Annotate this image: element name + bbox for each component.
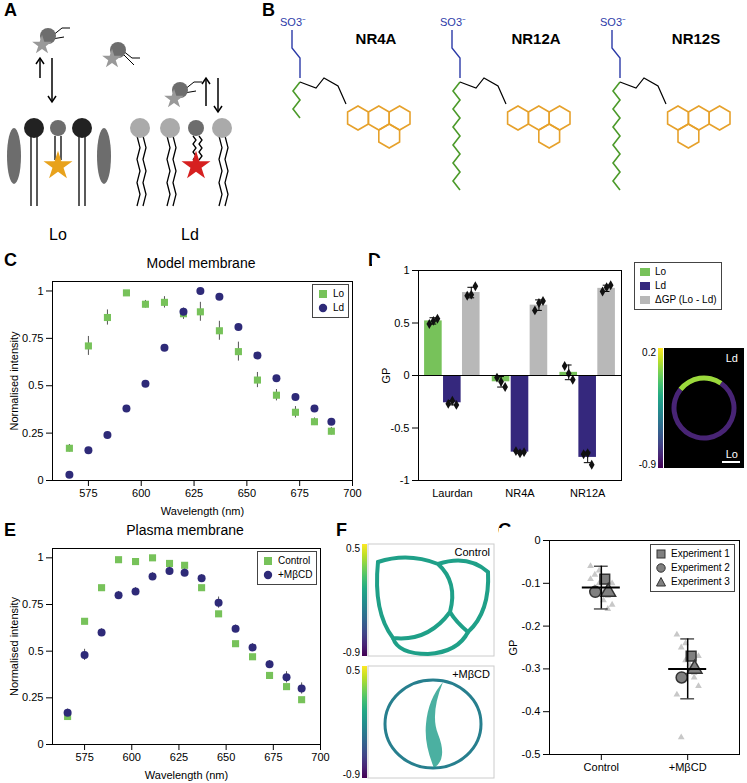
svg-text:0: 0 xyxy=(534,534,540,546)
svg-text:+MβCD: +MβCD xyxy=(669,761,707,773)
html-text:Plasma membrane: Plasma membrane xyxy=(126,522,244,538)
svg-text:0.5: 0.5 xyxy=(346,665,360,676)
svg-text:-1: -1 xyxy=(400,474,410,486)
svg-text:625: 625 xyxy=(185,487,203,499)
svg-text:-0.3: -0.3 xyxy=(522,662,541,674)
svg-text:NR12S: NR12S xyxy=(672,30,720,47)
svg-text:-0.4: -0.4 xyxy=(522,705,541,717)
html-text:Experiment 2: Experiment 2 xyxy=(671,562,730,573)
svg-text:GP: GP xyxy=(380,368,392,384)
svg-text:Control: Control xyxy=(455,546,490,558)
html-text:A: A xyxy=(4,0,17,20)
html-text:D: D xyxy=(368,250,381,270)
svg-text:650: 650 xyxy=(238,487,256,499)
svg-text:NR12A: NR12A xyxy=(570,487,606,499)
svg-text:NR12A: NR12A xyxy=(511,30,560,47)
svg-text:-0.9: -0.9 xyxy=(343,647,361,658)
html-text:Ld: Ld xyxy=(333,302,345,313)
svg-text:Lo: Lo xyxy=(49,226,67,243)
svg-text:Normalised intensity: Normalised intensity xyxy=(8,331,20,431)
svg-text:0.5: 0.5 xyxy=(394,317,409,329)
html-text:Lo: Lo xyxy=(655,266,667,277)
svg-text:GP: GP xyxy=(507,640,519,656)
svg-text:700: 700 xyxy=(311,751,329,763)
html-text:Experiment 1: Experiment 1 xyxy=(671,548,730,559)
svg-text:Laurdan: Laurdan xyxy=(432,487,472,499)
svg-text:650: 650 xyxy=(217,751,235,763)
svg-text:-0.2: -0.2 xyxy=(522,620,541,632)
svg-text:Wavelength (nm): Wavelength (nm) xyxy=(161,505,244,517)
svg-text:Control: Control xyxy=(584,761,619,773)
svg-text:SO3⁻: SO3⁻ xyxy=(280,16,306,28)
svg-text:575: 575 xyxy=(75,751,93,763)
html-text:B: B xyxy=(262,0,275,20)
svg-text:1: 1 xyxy=(37,284,43,296)
html-text:+MβCD: +MβCD xyxy=(278,569,313,580)
svg-text:675: 675 xyxy=(264,751,282,763)
svg-text:575: 575 xyxy=(79,487,97,499)
svg-text:600: 600 xyxy=(123,751,141,763)
svg-text:0.5: 0.5 xyxy=(28,379,43,391)
svg-text:-0.5: -0.5 xyxy=(391,422,410,434)
svg-text:+MβCD: +MβCD xyxy=(452,668,490,680)
html-text:ΔGP (Lo - Ld): ΔGP (Lo - Ld) xyxy=(655,294,717,305)
svg-text:0: 0 xyxy=(37,474,43,486)
html-text:G: G xyxy=(498,520,512,540)
svg-text:0.75: 0.75 xyxy=(22,332,43,344)
html-text:E: E xyxy=(4,520,16,540)
svg-text:0.5: 0.5 xyxy=(28,645,43,657)
svg-text:700: 700 xyxy=(343,487,361,499)
html-text:Control: Control xyxy=(278,555,311,566)
svg-text:-0.9: -0.9 xyxy=(343,769,361,780)
html-text:Ld: Ld xyxy=(655,280,667,291)
svg-text:1: 1 xyxy=(37,551,43,563)
svg-text:Ld: Ld xyxy=(181,226,199,243)
svg-text:0.2: 0.2 xyxy=(642,347,656,358)
svg-text:675: 675 xyxy=(291,487,309,499)
html-text:Model membrane: Model membrane xyxy=(146,255,256,271)
svg-text:-0.9: -0.9 xyxy=(639,459,657,470)
svg-text:SO3⁻: SO3⁻ xyxy=(440,16,466,28)
svg-text:0: 0 xyxy=(37,738,43,750)
svg-text:625: 625 xyxy=(170,751,188,763)
svg-text:600: 600 xyxy=(132,487,150,499)
svg-text:SO3⁻: SO3⁻ xyxy=(600,16,626,28)
svg-text:0.75: 0.75 xyxy=(22,598,43,610)
svg-text:0.25: 0.25 xyxy=(22,691,43,703)
svg-text:Wavelength (nm): Wavelength (nm) xyxy=(145,769,228,781)
svg-text:-0.1: -0.1 xyxy=(522,577,541,589)
svg-text:Lo: Lo xyxy=(726,448,738,460)
svg-text:Normalised intensity: Normalised intensity xyxy=(8,596,20,696)
html-text:Experiment 3: Experiment 3 xyxy=(671,576,730,587)
svg-text:NR4A: NR4A xyxy=(356,30,397,47)
html-text:C: C xyxy=(4,250,17,270)
html-text:Lo: Lo xyxy=(333,288,345,299)
svg-text:0: 0 xyxy=(403,369,409,381)
svg-text:0.25: 0.25 xyxy=(22,427,43,439)
svg-text:1: 1 xyxy=(403,264,409,276)
svg-text:NR4A: NR4A xyxy=(505,487,535,499)
svg-text:Ld: Ld xyxy=(726,352,738,364)
html-text:F: F xyxy=(336,520,347,540)
svg-text:0.5: 0.5 xyxy=(346,543,360,554)
svg-text:-0.5: -0.5 xyxy=(522,748,541,760)
